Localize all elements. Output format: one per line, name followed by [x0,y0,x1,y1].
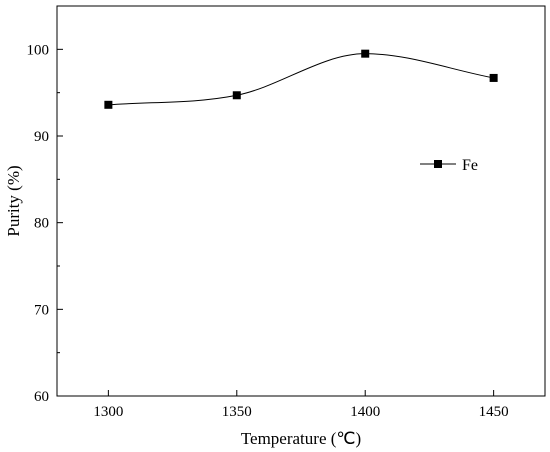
y-tick-label-80: 80 [34,216,49,232]
y-tick-label-70: 70 [34,302,49,318]
legend-marker [434,160,442,168]
y-minor-ticks [57,5,60,354]
x-axis-title: Temperature (℃) [241,429,361,448]
y-tick-label-60: 60 [34,389,49,405]
y-axis-title: Purity (%) [4,165,23,236]
x-tick-label-1350: 1350 [222,404,252,420]
legend: Fe [420,157,478,174]
y-tick-label-90: 90 [34,129,49,145]
series-markers-fe [104,49,498,109]
plot-frame [56,5,546,397]
legend-label-fe: Fe [462,157,478,174]
data-point-1350 [232,91,241,100]
y-tick-label-100: 100 [27,42,50,58]
series-line-fe [108,53,494,106]
x-tick-label-1400: 1400 [350,404,380,420]
data-point-1400 [361,49,370,58]
y-axis-ticks: 60 70 80 90 100 [27,42,63,405]
x-tick-label-1300: 1300 [93,404,123,420]
x-tick-label-1450: 1450 [479,404,509,420]
data-point-1450 [489,73,498,82]
x-axis-ticks: 1300 1350 1400 1450 [93,390,509,420]
data-point-1300 [104,100,113,109]
